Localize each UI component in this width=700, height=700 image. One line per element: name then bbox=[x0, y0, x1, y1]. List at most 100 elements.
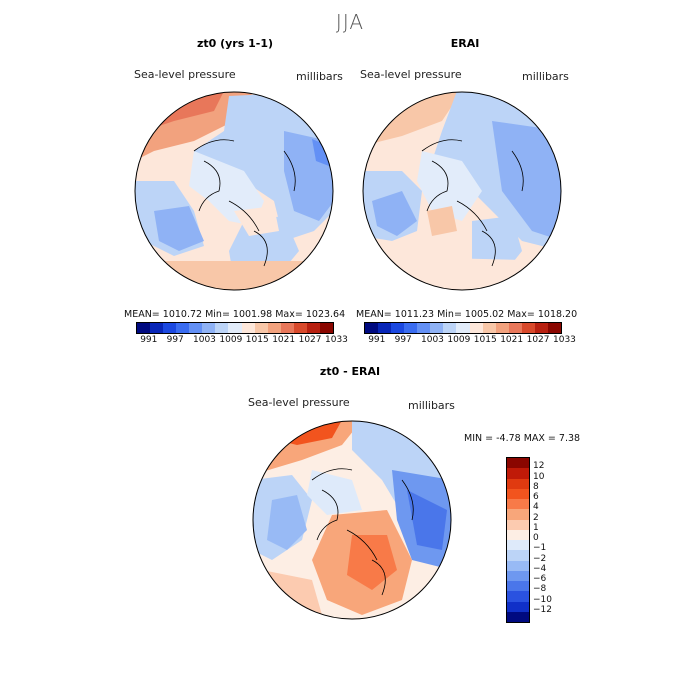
colorbar-swatch bbox=[163, 323, 177, 333]
colorbar-swatch bbox=[267, 323, 281, 333]
colorbar-swatch bbox=[202, 323, 216, 333]
colorbar-swatch bbox=[189, 323, 203, 333]
colorbar-tick-label: 1021 bbox=[500, 335, 524, 345]
colorbar-tick-label: 1027 bbox=[298, 335, 322, 345]
colorbar-tick-label: 991 bbox=[368, 335, 386, 345]
colorbar-swatch bbox=[306, 323, 320, 333]
colorbar-tick-label: 1015 bbox=[473, 335, 497, 345]
colorbar-swatch bbox=[137, 323, 151, 333]
figure-title: JJA bbox=[335, 10, 365, 34]
colorbar-swatch bbox=[430, 323, 444, 333]
colorbar-tick-label: 991 bbox=[140, 335, 158, 345]
colorbar-tick-label: 1009 bbox=[219, 335, 243, 345]
colorbar-swatch bbox=[404, 323, 418, 333]
panel-2-colorbar bbox=[364, 322, 562, 334]
diff-colorbar-swatch bbox=[507, 550, 529, 561]
colorbar-swatch bbox=[150, 323, 164, 333]
diff-colorbar-tick-label: −2 bbox=[533, 553, 547, 564]
colorbar-swatch bbox=[482, 323, 496, 333]
colorbar-tick-label: 1009 bbox=[447, 335, 471, 345]
diff-colorbar-tick-label: −10 bbox=[533, 594, 552, 605]
panel-2-colorbar-swatches bbox=[364, 322, 562, 334]
panel-1-colorbar-swatches bbox=[136, 322, 334, 334]
colorbar-tick-label: 1003 bbox=[193, 335, 216, 345]
panel-2-title: ERAI bbox=[450, 37, 480, 50]
diff-colorbar-swatch bbox=[507, 509, 529, 520]
diff-colorbar-tick-label: 10 bbox=[533, 471, 545, 482]
colorbar-swatch bbox=[456, 323, 470, 333]
panel-2-polar-map bbox=[362, 91, 562, 291]
colorbar-swatch bbox=[443, 323, 457, 333]
colorbar-swatch bbox=[319, 323, 333, 333]
colorbar-swatch bbox=[495, 323, 509, 333]
diff-colorbar-swatch bbox=[507, 601, 529, 612]
diff-panel-variable-label: Sea-level pressure bbox=[248, 396, 350, 409]
panel-1-variable-label: Sea-level pressure bbox=[134, 68, 236, 81]
diff-colorbar-labels: 12 10 8 6 4 2 1 0 −1 −2 −4 −6 −8 −10 −12 bbox=[533, 457, 573, 621]
diff-colorbar-tick-label: 2 bbox=[533, 512, 539, 523]
colorbar-swatch bbox=[254, 323, 268, 333]
diff-colorbar-swatches bbox=[506, 457, 530, 623]
colorbar-swatch bbox=[280, 323, 294, 333]
diff-colorbar-tick-label: −6 bbox=[533, 574, 547, 584]
diff-colorbar-swatch bbox=[507, 540, 529, 551]
diff-colorbar-tick-label: −8 bbox=[533, 584, 547, 595]
diff-colorbar-swatch bbox=[507, 519, 529, 530]
diff-colorbar-swatch bbox=[507, 468, 529, 479]
diff-colorbar-tick-label: 8 bbox=[533, 481, 539, 492]
colorbar-tick-label: 1033 bbox=[325, 335, 348, 345]
diff-panel-units-label: millibars bbox=[408, 399, 455, 412]
diff-colorbar-tick-label: 4 bbox=[533, 502, 539, 513]
diff-colorbar-swatch bbox=[507, 458, 529, 469]
colorbar-tick-label: 1003 bbox=[421, 335, 444, 345]
diff-colorbar-tick-label: 12 bbox=[533, 461, 545, 472]
panel-1-title: zt0 (yrs 1-1) bbox=[196, 37, 274, 50]
colorbar-swatch bbox=[365, 323, 379, 333]
panel-2-units-label: millibars bbox=[522, 70, 569, 83]
panel-1-polar-map bbox=[134, 91, 334, 291]
diff-colorbar-swatch bbox=[507, 611, 529, 622]
diff-colorbar-tick-label: −1 bbox=[533, 543, 547, 554]
colorbar-tick-label: 1033 bbox=[553, 335, 576, 345]
colorbar-swatch bbox=[521, 323, 535, 333]
diff-colorbar-swatch bbox=[507, 581, 529, 592]
colorbar-swatch bbox=[534, 323, 548, 333]
colorbar-swatch bbox=[508, 323, 522, 333]
diff-panel-min-max: MIN = -4.78 MAX = 7.38 bbox=[464, 433, 581, 444]
diff-colorbar-swatch bbox=[507, 478, 529, 489]
colorbar-swatch bbox=[378, 323, 392, 333]
diff-colorbar-swatch bbox=[507, 499, 529, 510]
colorbar-swatch bbox=[228, 323, 242, 333]
diff-colorbar-tick-label: −4 bbox=[533, 563, 547, 574]
colorbar-swatch bbox=[391, 323, 405, 333]
diff-colorbar-tick-label: 6 bbox=[533, 492, 539, 502]
diff-colorbar-tick-label: 0 bbox=[533, 533, 539, 543]
panel-1-stats: MEAN= 1010.72 Min= 1001.98 Max= 1023.64 bbox=[124, 309, 346, 320]
colorbar-swatch bbox=[241, 323, 255, 333]
diff-colorbar-swatch bbox=[507, 529, 529, 540]
colorbar-tick-label: 1015 bbox=[245, 335, 269, 345]
diff-colorbar-tick-label: −12 bbox=[533, 604, 552, 615]
diff-colorbar-swatch bbox=[507, 591, 529, 602]
colorbar-swatch bbox=[215, 323, 229, 333]
diff-colorbar bbox=[506, 457, 530, 623]
diff-colorbar-swatch bbox=[507, 560, 529, 571]
colorbar-tick-label: 1021 bbox=[272, 335, 296, 345]
colorbar-swatch bbox=[417, 323, 431, 333]
colorbar-tick-label: 997 bbox=[166, 335, 184, 345]
colorbar-swatch bbox=[547, 323, 561, 333]
colorbar-swatch bbox=[176, 323, 190, 333]
panel-2-variable-label: Sea-level pressure bbox=[360, 68, 462, 81]
colorbar-swatch bbox=[469, 323, 483, 333]
panel-1-colorbar bbox=[136, 322, 334, 334]
panel-1-units-label: millibars bbox=[296, 70, 343, 83]
diff-panel-title: zt0 - ERAI bbox=[319, 365, 381, 378]
diff-colorbar-tick-label: 1 bbox=[533, 522, 539, 533]
diff-panel-polar-map bbox=[252, 420, 452, 620]
diff-colorbar-swatch bbox=[507, 488, 529, 499]
colorbar-tick-label: 997 bbox=[394, 335, 412, 345]
colorbar-tick-label: 1027 bbox=[526, 335, 550, 345]
panel-2-stats: MEAN= 1011.23 Min= 1005.02 Max= 1018.20 bbox=[356, 309, 578, 320]
diff-colorbar-swatch bbox=[507, 570, 529, 581]
colorbar-swatch bbox=[293, 323, 307, 333]
